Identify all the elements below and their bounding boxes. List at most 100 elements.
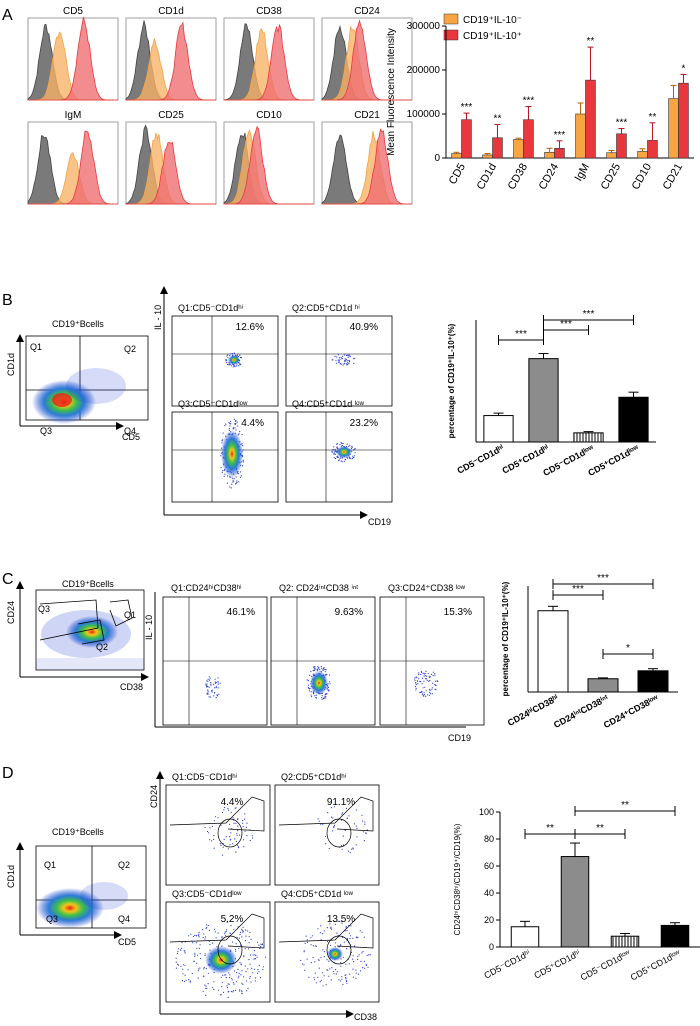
histogram-cd5: CD5: [27, 6, 119, 101]
event-dot: [236, 833, 238, 835]
event-dot: [329, 681, 331, 683]
histogram-label: CD24: [354, 6, 380, 17]
event-dot: [208, 832, 210, 834]
event-dot: [235, 483, 237, 485]
subplot-percentage: 4.4%: [221, 797, 244, 808]
event-dot: [327, 812, 329, 814]
panel-c-gate-q2: Q2: [96, 642, 108, 652]
event-dot: [336, 446, 338, 449]
event-dot: [318, 667, 320, 669]
event-dot: [232, 941, 234, 943]
event-dot: [196, 947, 198, 949]
event-dot: [237, 425, 239, 427]
event-dot: [354, 448, 356, 450]
event-dot: [333, 827, 335, 829]
histogram-peak: [322, 19, 412, 101]
event-dot: [341, 819, 343, 821]
x-tick-label: CD25: [599, 162, 623, 192]
event-dot: [332, 830, 334, 832]
panel-d: CD19⁺Bcells Q1 Q2 Q3 Q4 CD5 CD1d CD24 CD…: [6, 771, 380, 1022]
event-dot: [222, 974, 224, 977]
event-dot: [219, 843, 221, 845]
event-dot: [238, 972, 240, 975]
event-dot: [355, 825, 357, 827]
event-dot: [240, 974, 242, 976]
event-dot: [346, 363, 348, 365]
event-dot: [239, 934, 241, 936]
event-dot: [233, 990, 235, 992]
event-dot: [220, 994, 222, 996]
gate-polygon: [278, 913, 374, 949]
event-dot: [221, 937, 223, 939]
event-dot: [235, 943, 237, 945]
event-dot: [236, 480, 238, 482]
event-dot: [323, 975, 325, 977]
event-dot: [247, 968, 249, 970]
event-dot: [352, 457, 354, 459]
event-dot: [225, 929, 228, 931]
event-dot: [348, 359, 350, 361]
event-dot: [206, 987, 208, 990]
event-dot: [306, 941, 308, 944]
event-dot: [235, 981, 237, 983]
event-dot: [435, 680, 437, 682]
event-dot: [429, 692, 431, 694]
event-dot: [248, 936, 250, 938]
event-dot: [228, 422, 230, 424]
event-dot: [204, 984, 206, 986]
event-dot: [229, 932, 231, 934]
bar-igm-neg: [575, 113, 586, 159]
event-dot: [326, 959, 328, 961]
event-dot: [241, 993, 243, 995]
event-dot: [227, 808, 229, 810]
event-dot: [335, 973, 337, 975]
significance-label: ***: [572, 584, 584, 595]
event-dot: [325, 668, 327, 671]
event-dot: [312, 945, 314, 947]
event-dot: [323, 697, 325, 699]
bar-igm-pos: [585, 79, 596, 159]
event-dot: [236, 354, 238, 356]
event-dot: [187, 969, 189, 971]
event-dot: [256, 941, 259, 943]
event-dot: [241, 928, 243, 930]
event-dot: [239, 962, 241, 964]
event-dot: [317, 669, 319, 671]
event-dot: [334, 355, 336, 357]
histogram-cd25: CD25: [125, 110, 217, 205]
flow-subplot: [274, 784, 380, 886]
panel-b-gate-title: CD19⁺Bcells: [52, 319, 104, 329]
event-dot: [338, 946, 340, 948]
event-dot: [226, 355, 228, 357]
event-dot: [432, 675, 434, 677]
event-dot: [323, 956, 325, 958]
event-dot: [353, 823, 356, 825]
event-dot: [182, 964, 185, 966]
event-dot: [312, 956, 314, 959]
event-dot: [354, 452, 356, 454]
event-dot: [324, 697, 326, 699]
event-dot: [203, 968, 205, 970]
event-dot: [354, 357, 356, 359]
histogram-label: CD21: [354, 110, 380, 121]
event-dot: [199, 944, 201, 946]
event-dot: [319, 668, 321, 671]
event-dot: [334, 453, 336, 455]
event-dot: [321, 697, 323, 699]
panel-b-bar-chart: percentage of CD19⁺IL-10⁺(%) CD5⁻CD1dʰⁱ CD…: [447, 309, 656, 478]
y-axis-label: percentage of CD19⁺IL-10⁺(%): [501, 581, 510, 696]
event-dot: [175, 957, 177, 959]
event-dot: [429, 680, 431, 682]
x-tick-label: CD10: [630, 162, 654, 192]
event-dot: [346, 817, 348, 819]
subplot-frame: [171, 315, 279, 407]
event-dot: [336, 971, 338, 973]
event-dot: [351, 445, 353, 448]
event-dot: [234, 807, 236, 809]
legend-swatch-pos: [443, 29, 459, 41]
y-tick-label: 20: [484, 915, 494, 925]
event-dot: [315, 945, 317, 948]
event-dot: [206, 685, 208, 687]
event-dot: [221, 811, 224, 814]
event-dot: [339, 358, 341, 360]
